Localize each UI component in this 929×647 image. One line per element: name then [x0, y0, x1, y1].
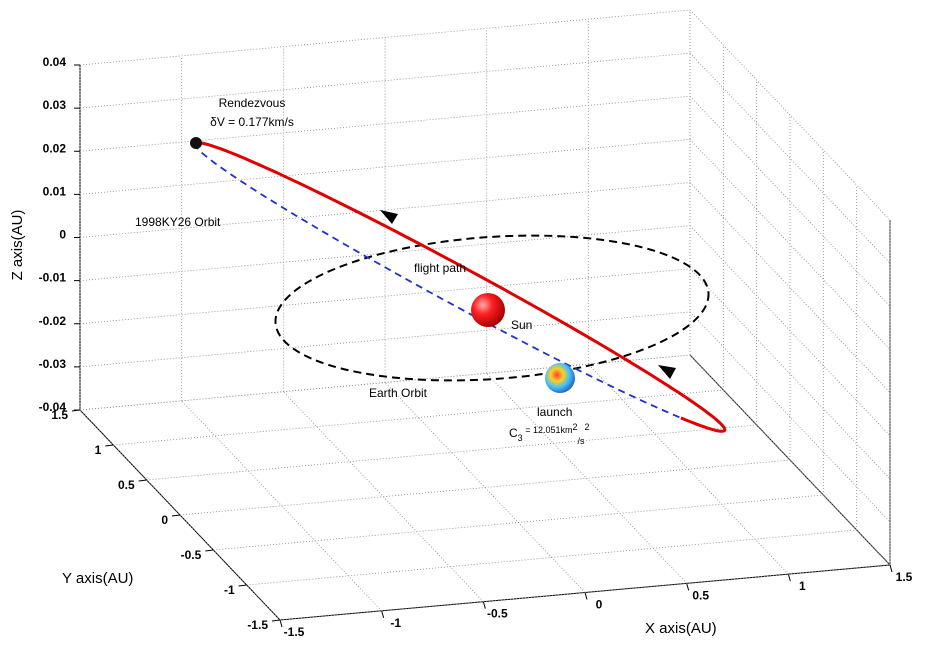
y-tick-label: 0.5 [118, 478, 135, 492]
grid-line [690, 226, 890, 436]
y-tick [172, 515, 180, 516]
x-tick [788, 574, 790, 581]
z-tick-label: 0 [59, 228, 66, 242]
y-tick [239, 585, 247, 586]
z-tick-label: 0.02 [43, 141, 67, 155]
annotation: Earth Orbit [369, 386, 428, 400]
x-tick [585, 593, 587, 600]
y-tick-label: -1.5 [247, 618, 268, 632]
annotation-part: /s [577, 436, 585, 446]
z-tick-label: 0.03 [43, 98, 67, 112]
y-tick [139, 480, 147, 481]
y-tick-label: 0 [161, 513, 168, 527]
annotation: launch [537, 405, 572, 419]
x-tick [483, 602, 485, 609]
annotation-part: 2 [572, 422, 577, 432]
z-tick-label: 0.04 [43, 55, 67, 69]
annotation-part: 2 [585, 422, 590, 432]
annotation: flight path [414, 261, 466, 275]
annotation-part: = 12.051km [523, 425, 573, 435]
x-tick [687, 583, 689, 590]
grid-line [180, 460, 790, 515]
chart: Rendezvous δV = 0.177km/s 1998KY26 Orbit… [0, 0, 929, 647]
y-tick [105, 445, 113, 446]
x-tick-label: 0 [596, 598, 603, 612]
grid-line [690, 96, 890, 306]
arrow [380, 210, 398, 224]
z-tick-label: 0.01 [43, 184, 67, 198]
arrow [658, 365, 676, 379]
grid-line [80, 96, 690, 151]
z-tick-label: -0.03 [39, 357, 67, 371]
y-tick [205, 550, 213, 551]
y-tick-label: -1 [224, 583, 235, 597]
x-tick [280, 620, 282, 627]
grid-line [80, 10, 690, 65]
x-axis-label: X axis(AU) [645, 620, 717, 637]
grid-line [80, 226, 690, 281]
grid-line [147, 425, 757, 480]
box-edge [80, 65, 890, 620]
annotation: Rendezvous [219, 96, 286, 110]
annotation: δV = 0.177km/s [210, 115, 294, 129]
annotation-part: C [509, 426, 518, 440]
flight-path [195, 143, 725, 432]
x-tick-label: 1 [799, 579, 806, 593]
y-tick-label: -0.5 [181, 548, 202, 562]
orbits [190, 137, 725, 431]
x-tick-label: 0.5 [692, 588, 709, 602]
z-tick-label: -0.02 [39, 314, 67, 328]
annotation: 1998KY26 Orbit [135, 215, 221, 229]
asteroid-orbit [195, 143, 725, 432]
x-tick-label: -0.5 [487, 607, 508, 621]
x-tick [890, 565, 892, 572]
z-axis-label: Z axis(AU) [9, 210, 26, 281]
annotation: Sun [511, 318, 532, 332]
asteroid [190, 137, 202, 149]
earth [545, 363, 575, 393]
grid-line [213, 495, 823, 550]
sun [471, 293, 505, 327]
x-tick-label: -1 [390, 616, 401, 630]
grid-line [690, 312, 890, 522]
grid-line [80, 312, 690, 367]
grid-line [690, 139, 890, 349]
y-axis-label: Y axis(AU) [62, 570, 133, 587]
annotation: C3 = 12.051km2/s2 [509, 422, 590, 446]
y-tick-label: 1 [95, 443, 102, 457]
z-tick-label: -0.01 [39, 271, 67, 285]
x-tick-label: -1.5 [284, 625, 305, 639]
grid-line [80, 355, 690, 410]
x-tick-label: 1.5 [896, 570, 913, 584]
x-tick [382, 611, 384, 618]
y-tick [272, 620, 280, 621]
z-tick-label: -0.04 [39, 400, 67, 414]
